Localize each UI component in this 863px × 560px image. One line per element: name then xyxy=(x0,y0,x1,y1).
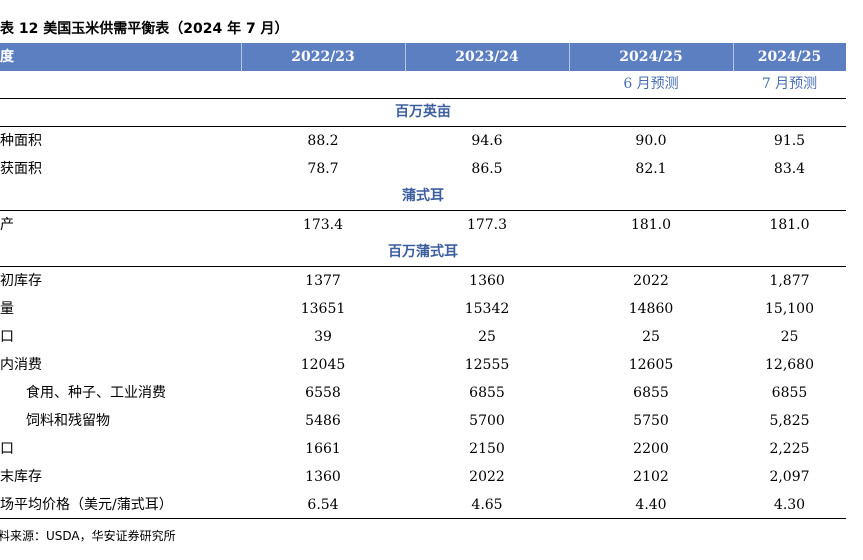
row-value: 39 xyxy=(314,329,332,345)
row-value: 5700 xyxy=(469,413,505,429)
table-title: 图表 12 美国玉米供需平衡表（2024 年 7 月） xyxy=(0,21,289,37)
row-value: 6.54 xyxy=(307,497,339,513)
row-label: 期初库存 xyxy=(0,273,42,289)
table-row: 农场平均价格（美元/蒲式耳） 6.54 4.65 4.40 4.30 xyxy=(0,491,846,519)
table-row: 饲料和残留物 5486 5700 5750 5,825 xyxy=(0,407,846,435)
table-row: 出口 1661 2150 2200 2,225 xyxy=(0,435,846,463)
row-value: 2150 xyxy=(469,441,505,457)
table-row: 播种面积 88.2 94.6 90.0 91.5 xyxy=(0,127,846,155)
table-row: 收获面积 78.7 86.5 82.1 83.4 xyxy=(0,155,846,183)
subheader-june-forecast: 6 月预测 xyxy=(623,76,679,92)
row-value: 6855 xyxy=(633,385,669,401)
row-label: 饲料和残留物 xyxy=(26,413,110,429)
row-value: 2,097 xyxy=(769,469,810,485)
header-divider xyxy=(241,43,242,71)
table-subheader-row: 6 月预测 7 月预测 xyxy=(0,71,846,99)
row-value: 83.4 xyxy=(773,161,806,177)
row-label: 收获面积 xyxy=(0,161,42,177)
table-row: 期末库存 1360 2022 2102 2,097 xyxy=(0,463,846,491)
row-value: 78.7 xyxy=(307,161,339,177)
row-label: 进口 xyxy=(0,329,14,345)
row-label: 食用、种子、工业消费 xyxy=(26,385,166,401)
row-value: 1377 xyxy=(305,273,341,289)
row-value: 2022 xyxy=(469,469,505,485)
header-col-2023-24: 2023/24 xyxy=(455,49,519,65)
header-col-2022-23: 2022/23 xyxy=(291,49,355,65)
section-unit-label: 百万英亩 xyxy=(395,104,451,120)
row-value: 13651 xyxy=(300,301,346,317)
row-value: 25 xyxy=(642,329,660,345)
source-note: 资料来源：USDA，华安证券研究所 xyxy=(0,529,176,543)
row-value: 5750 xyxy=(633,413,669,429)
table-row: 产量 13651 15342 14860 15,100 xyxy=(0,295,846,323)
row-value: 181.0 xyxy=(769,217,810,233)
row-value: 177.3 xyxy=(466,217,508,233)
header-divider xyxy=(405,43,406,71)
row-value: 4.65 xyxy=(471,497,503,513)
row-value: 173.4 xyxy=(302,217,344,233)
section-unit-label: 蒲式耳 xyxy=(402,188,444,204)
header-year-label: 年度 xyxy=(0,49,14,65)
table-row: 食用、种子、工业消费 6558 6855 6855 6855 xyxy=(0,379,846,407)
section-unit-row: 百万英亩 xyxy=(0,99,846,127)
row-value: 86.5 xyxy=(471,161,503,177)
header-divider xyxy=(733,43,734,71)
row-label: 产量 xyxy=(0,301,14,317)
row-value: 15,100 xyxy=(765,301,814,317)
row-value: 12605 xyxy=(628,357,674,373)
row-value: 1661 xyxy=(305,441,341,457)
row-value: 88.2 xyxy=(307,133,339,149)
row-value: 2,225 xyxy=(769,441,810,457)
row-value: 6558 xyxy=(305,385,341,401)
row-value: 15342 xyxy=(464,301,510,317)
row-value: 12555 xyxy=(464,357,510,373)
header-col-2024-25-july: 2024/25 xyxy=(757,49,822,65)
row-value: 25 xyxy=(780,329,799,345)
row-value: 94.6 xyxy=(471,133,503,149)
row-value: 91.5 xyxy=(773,133,806,149)
row-value: 1360 xyxy=(469,273,505,289)
row-value: 6855 xyxy=(469,385,505,401)
row-value: 2022 xyxy=(633,273,669,289)
header-divider xyxy=(569,43,570,71)
row-value: 181.0 xyxy=(630,217,672,233)
row-value: 90.0 xyxy=(635,133,667,149)
row-value: 2200 xyxy=(633,441,669,457)
row-label: 期末库存 xyxy=(0,469,42,485)
table-header-row: 年度 2022/23 2023/24 2024/25 2024/25 xyxy=(0,43,846,71)
row-value: 2102 xyxy=(633,469,669,485)
row-label: 播种面积 xyxy=(0,133,42,149)
row-value: 12,680 xyxy=(765,357,814,373)
row-value: 82.1 xyxy=(635,161,667,177)
section-unit-label: 百万蒲式耳 xyxy=(388,244,458,260)
row-value: 1,877 xyxy=(769,273,810,289)
section-unit-row: 蒲式耳 xyxy=(0,183,846,211)
row-label: 单产 xyxy=(0,217,14,233)
table-row: 进口 39 25 25 25 xyxy=(0,323,846,351)
row-label: 农场平均价格（美元/蒲式耳） xyxy=(0,497,173,513)
row-value: 4.40 xyxy=(635,497,667,513)
table-row: 期初库存 1377 1360 2022 1,877 xyxy=(0,267,846,295)
row-value: 1360 xyxy=(305,469,341,485)
row-value: 25 xyxy=(478,329,496,345)
table-row: 国内消费 12045 12555 12605 12,680 xyxy=(0,351,846,379)
row-value: 4.30 xyxy=(773,497,806,513)
row-value: 5486 xyxy=(305,413,341,429)
row-label: 国内消费 xyxy=(0,357,42,373)
table-row: 单产 173.4 177.3 181.0 181.0 xyxy=(0,211,846,239)
row-value: 14860 xyxy=(628,301,674,317)
row-label: 出口 xyxy=(0,441,14,457)
row-value: 6855 xyxy=(771,385,808,401)
header-col-2024-25-june: 2024/25 xyxy=(619,49,683,65)
section-unit-row: 百万蒲式耳 xyxy=(0,239,846,267)
subheader-july-forecast: 7 月预测 xyxy=(761,76,818,92)
row-value: 5,825 xyxy=(769,413,810,429)
row-value: 12045 xyxy=(300,357,346,373)
